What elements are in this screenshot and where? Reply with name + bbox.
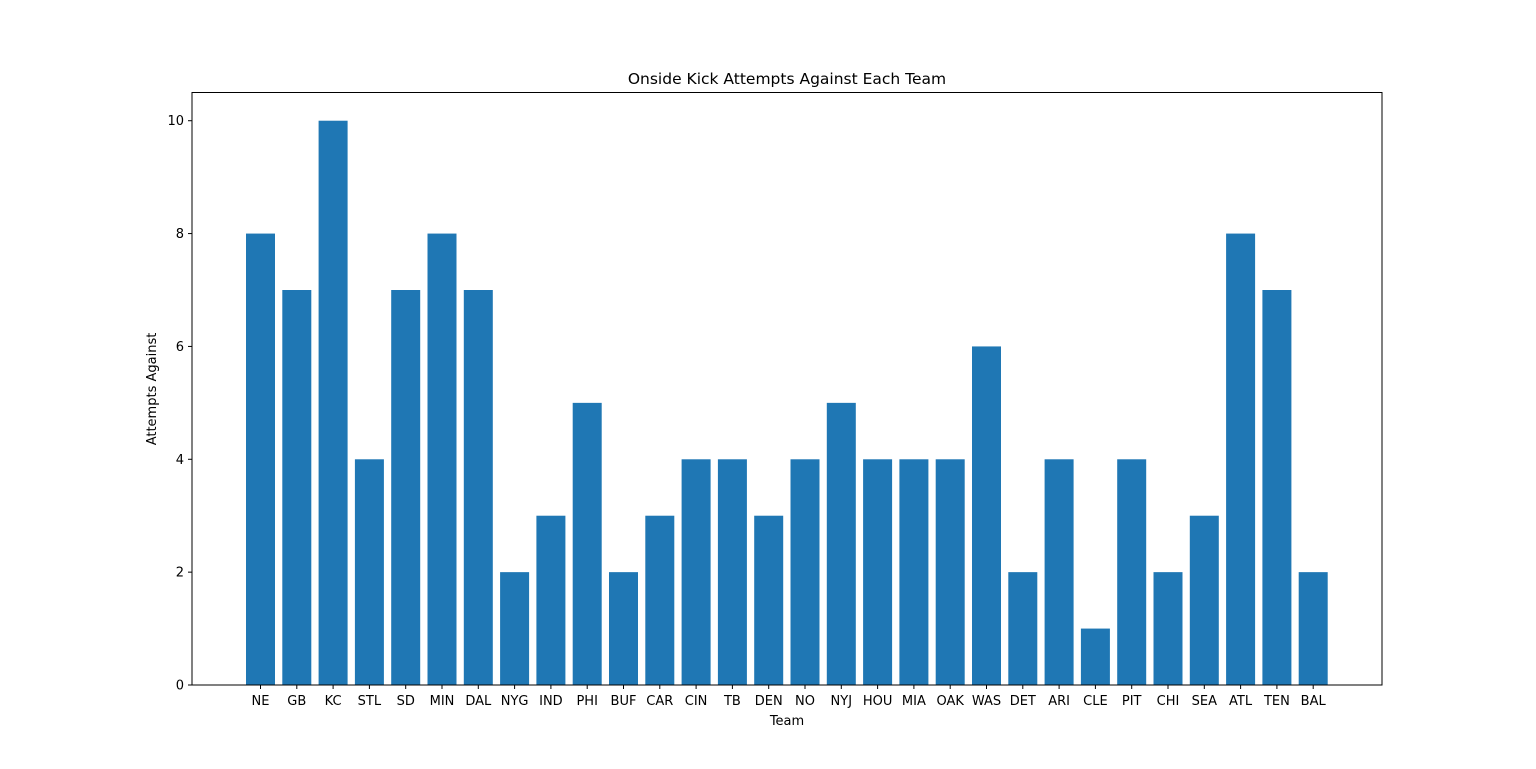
x-tick-label: PHI	[576, 694, 597, 709]
x-tick-label: HOU	[863, 694, 893, 709]
x-tick-label: ATL	[1229, 694, 1253, 709]
bar-det	[1008, 572, 1038, 685]
bar-hou	[863, 459, 893, 685]
bar-chi	[1153, 572, 1183, 685]
x-tick-label: NO	[795, 694, 815, 709]
bar-pit	[1117, 459, 1147, 685]
bar-car	[645, 515, 675, 685]
x-tick-label: DET	[1010, 694, 1036, 709]
bar-was	[972, 346, 1001, 685]
y-tick-label: 10	[167, 114, 184, 129]
x-tick-label: BAL	[1301, 694, 1327, 709]
x-tick-label: CLE	[1083, 694, 1108, 709]
y-axis-label: Attempts Against	[145, 333, 160, 446]
bar-tb	[717, 459, 747, 685]
plot-frame	[191, 92, 1383, 686]
bar-buf	[609, 572, 638, 685]
x-tick-label: TB	[723, 694, 741, 709]
bar-no	[790, 459, 820, 685]
x-axis-label: Team	[769, 714, 804, 729]
bar-ind	[536, 515, 566, 685]
bar-nyg	[500, 572, 530, 685]
x-tick-label: CAR	[646, 694, 673, 709]
bar-nyj	[826, 402, 856, 685]
bar-gb	[282, 290, 312, 685]
x-tick-label: ARI	[1048, 694, 1070, 709]
x-tick-label: CIN	[685, 694, 708, 709]
bar-bal	[1298, 572, 1328, 685]
x-tick-label: SEA	[1192, 694, 1217, 709]
bar-cle	[1080, 628, 1110, 685]
x-tick-label: OAK	[936, 694, 964, 709]
bar-sea	[1189, 515, 1219, 685]
y-axis: 0 2 4 6 8 10	[167, 114, 192, 694]
bar-cin	[681, 459, 711, 685]
y-tick-label: 2	[176, 566, 184, 581]
bar-atl	[1226, 233, 1256, 685]
bar-min	[427, 233, 457, 685]
y-tick-label: 6	[176, 340, 184, 355]
x-tick-label: NYG	[501, 694, 529, 709]
x-tick-label: BUF	[611, 694, 637, 709]
bars-group	[246, 120, 1328, 685]
x-tick-label: IND	[539, 694, 563, 709]
bar-phi	[572, 402, 602, 685]
x-axis: NE GB KC STL SD MIN DAL NYG IND PHI BUF CAR CIN TB DEN…	[252, 685, 1327, 709]
bar-dal	[463, 290, 493, 685]
bar-kc	[318, 120, 348, 685]
x-tick-label: CHI	[1157, 694, 1180, 709]
x-tick-label: TEN	[1263, 694, 1290, 709]
y-tick-label: 4	[176, 453, 184, 468]
x-tick-label: NYJ	[831, 694, 853, 709]
bar-ne	[246, 233, 275, 685]
y-tick-label: 0	[176, 679, 184, 694]
x-tick-label: WAS	[972, 694, 1001, 709]
bar-mia	[899, 459, 929, 685]
y-tick-label: 8	[176, 227, 184, 242]
bar-ten	[1262, 290, 1292, 685]
x-tick-label: MIN	[430, 694, 455, 709]
bar-sd	[391, 290, 421, 685]
x-tick-label: PIT	[1122, 694, 1142, 709]
x-tick-label: NE	[252, 694, 270, 709]
x-tick-label: DEN	[755, 694, 783, 709]
x-tick-label: STL	[358, 694, 382, 709]
x-tick-label: KC	[325, 694, 342, 709]
bar-ari	[1044, 459, 1074, 685]
bar-den	[754, 515, 784, 685]
bar-oak	[935, 459, 965, 685]
x-tick-label: MIA	[902, 694, 926, 709]
x-tick-label: GB	[287, 694, 306, 709]
x-tick-label: DAL	[465, 694, 492, 709]
x-tick-label: SD	[397, 694, 415, 709]
chart-title: Onside Kick Attempts Against Each Team	[628, 70, 946, 88]
bar-stl	[354, 459, 384, 685]
